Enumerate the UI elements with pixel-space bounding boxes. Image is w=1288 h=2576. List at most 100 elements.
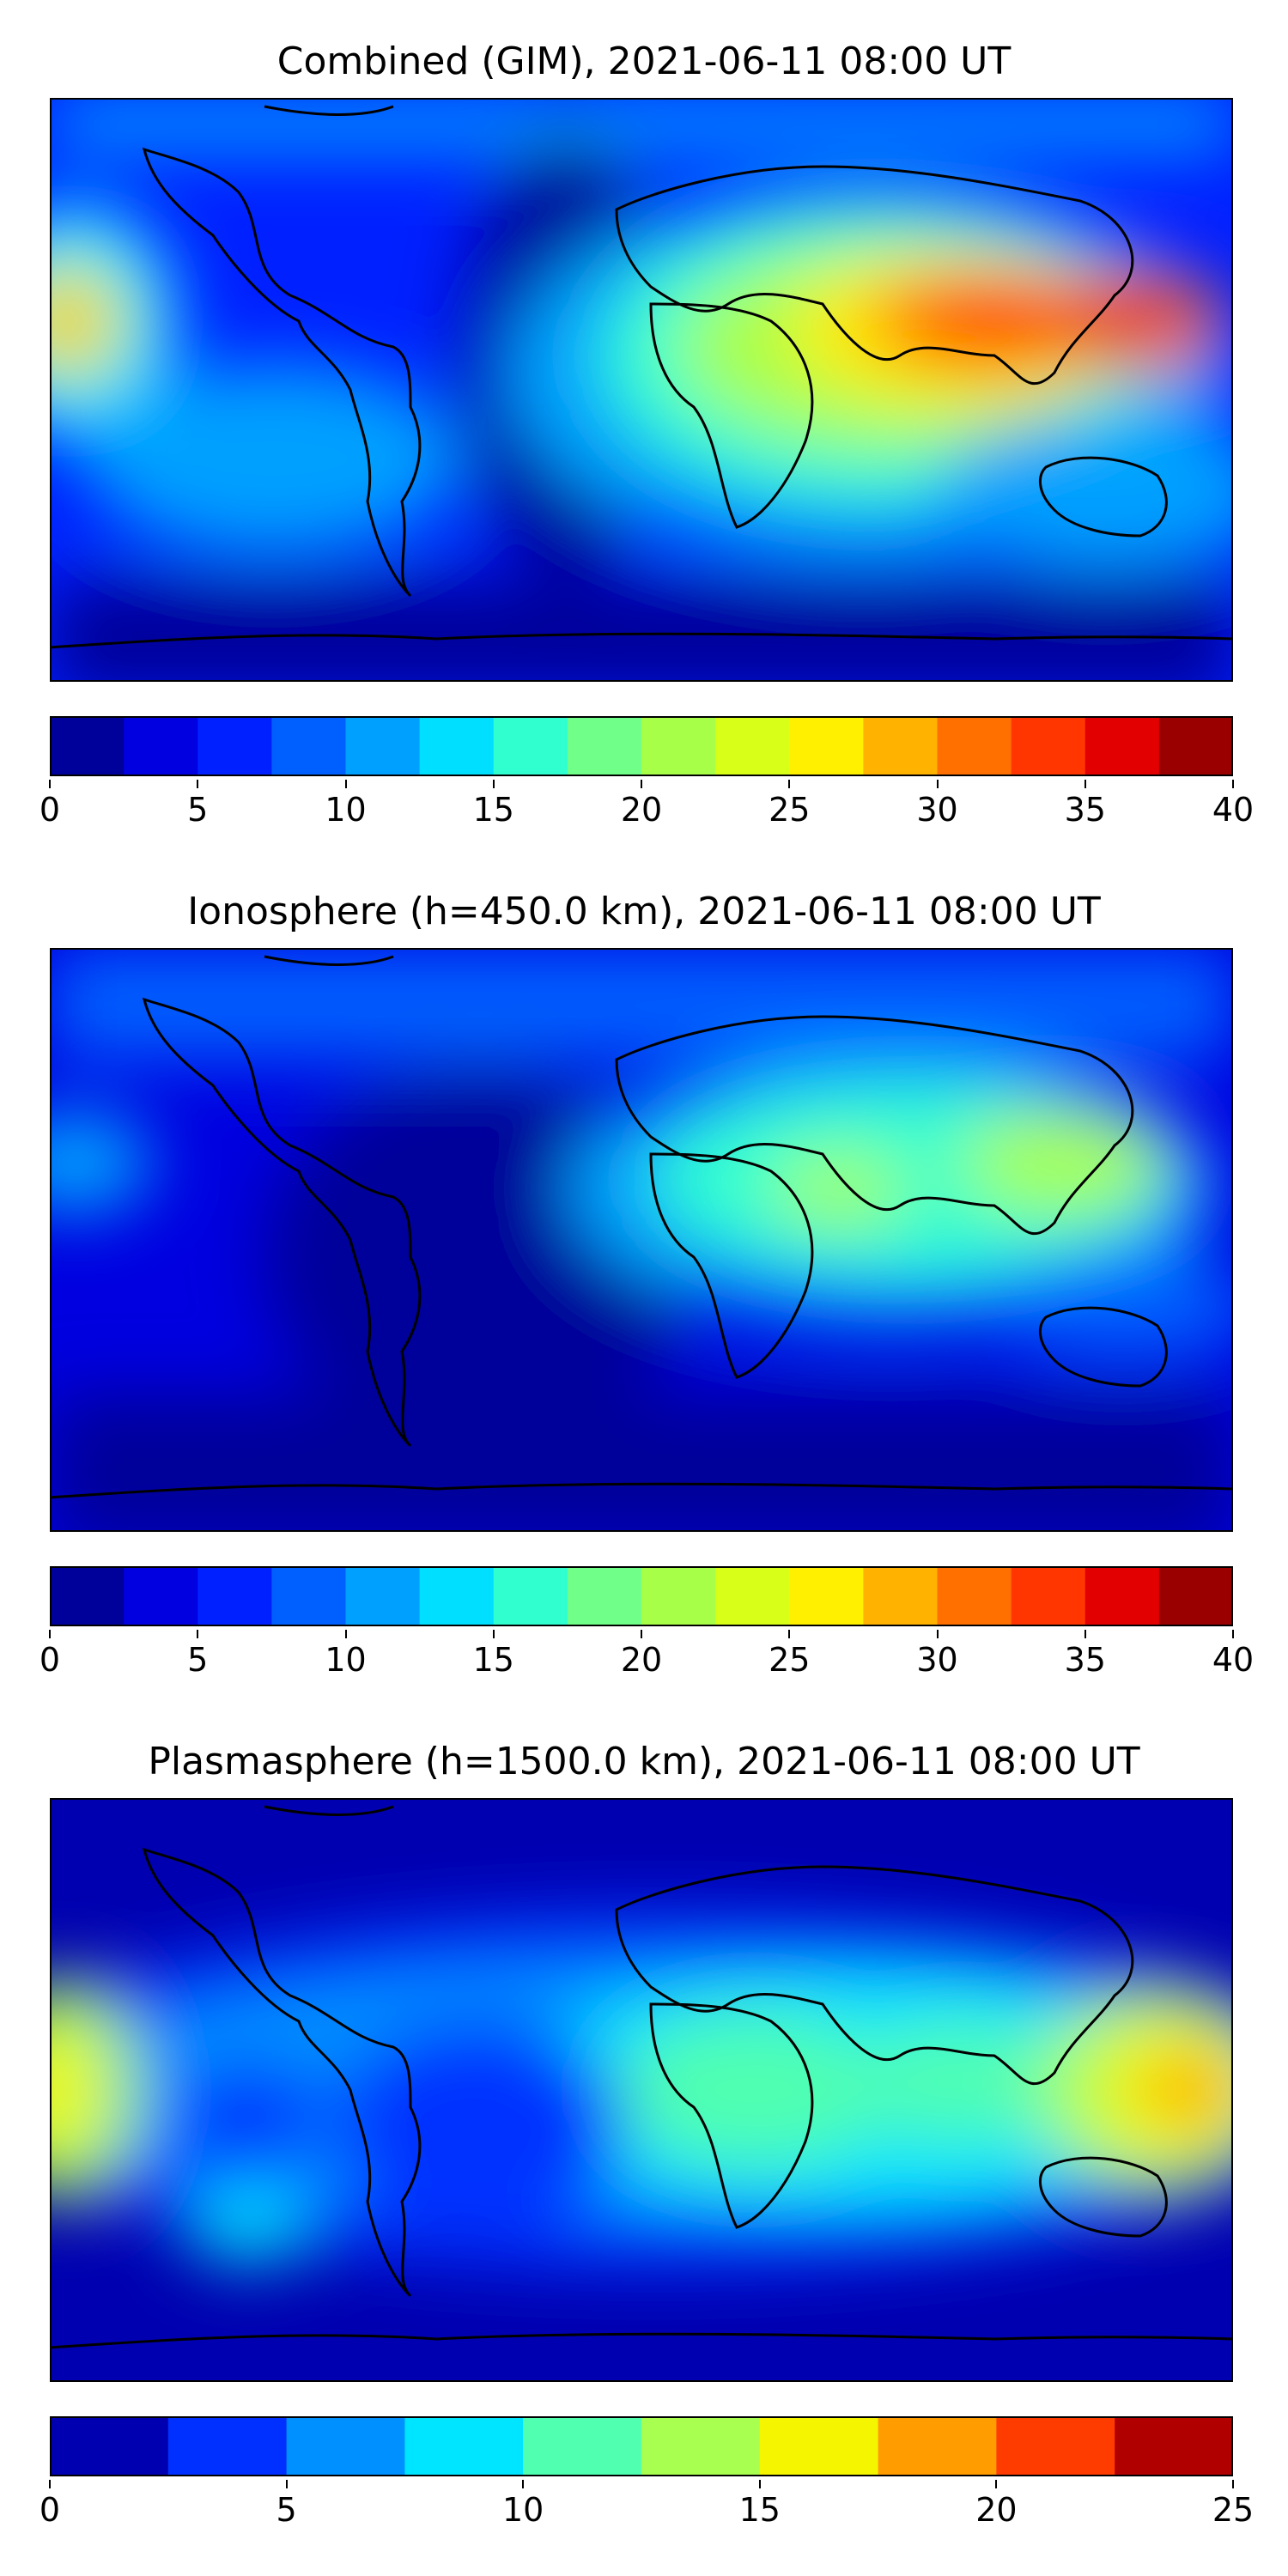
colorbar-tick-label: 35	[1064, 1641, 1106, 1679]
colorbar-frame	[50, 716, 1233, 776]
colorbar-swatch	[419, 1566, 495, 1626]
plasmasphere-tec-map	[50, 1798, 1233, 2382]
colorbar-swatch	[863, 1566, 939, 1626]
map-frame	[50, 1798, 1233, 2382]
colorbar-tick-label: 30	[916, 791, 958, 829]
colorbar-swatch	[996, 2416, 1115, 2476]
colorbar-tick-label: 0	[39, 1641, 61, 1679]
colorbar-swatch	[124, 716, 198, 776]
colorbar-ticks-plasmasphere: 0 5 10 15 20 25	[39, 2480, 1254, 2533]
colorbar-tick-mark	[1084, 780, 1086, 788]
colorbar-tick-mark	[49, 2480, 51, 2488]
tec-field	[50, 1798, 1233, 2382]
colorbar-ticks-ionosphere: 0 5 10 15 20 25 30 35 40	[39, 1630, 1254, 1683]
colorbar-swatch	[124, 1566, 198, 1626]
colorbar-plasmasphere	[50, 2416, 1233, 2476]
colorbar-ticks-combined: 0 5 10 15 20 25 30 35 40	[39, 780, 1254, 833]
colorbar-tick-mark	[758, 2480, 761, 2488]
colorbar-tick-mark	[197, 1630, 199, 1638]
colorbar-tick-mark	[49, 1630, 51, 1638]
colorbar-swatch	[286, 2416, 405, 2476]
colorbar-swatch	[50, 2416, 169, 2476]
panel-title: Combined (GIM), 2021-06-11 08:00 UT	[276, 39, 1012, 83]
map-frame	[50, 948, 1233, 1532]
panel-title: Plasmasphere (h=1500.0 km), 2021-06-11 0…	[148, 1740, 1140, 1783]
colorbar-swatch	[863, 716, 939, 776]
colorbar-swatch	[197, 716, 272, 776]
colorbar-tick-mark	[1232, 2480, 1234, 2488]
colorbar-tick-label: 20	[620, 1641, 663, 1679]
colorbar-swatch	[419, 716, 495, 776]
colorbar-tick-mark	[995, 2480, 998, 2488]
colorbar-ionosphere	[50, 1566, 1233, 1626]
colorbar-tick-label: 25	[769, 791, 811, 829]
colorbar-tick-mark	[936, 780, 939, 788]
colorbar-swatch	[937, 716, 1012, 776]
colorbar-tick-mark	[49, 780, 51, 788]
colorbar-tick-label: 0	[39, 2491, 61, 2529]
colorbar-swatch	[789, 1566, 864, 1626]
colorbar-frame	[50, 1566, 1233, 1626]
colorbar-tick-label: 30	[916, 1641, 958, 1679]
colorbar-tick-mark	[788, 1630, 791, 1638]
colorbar-swatch	[404, 2416, 524, 2476]
map-frame	[50, 98, 1233, 682]
colorbar-tick-label: 5	[276, 2491, 297, 2529]
colorbar-tick-mark	[344, 780, 347, 788]
colorbar-swatch	[271, 716, 347, 776]
colorbar-tick-mark	[936, 1630, 939, 1638]
colorbar-tick-mark	[641, 780, 642, 788]
colorbar-tick-label: 5	[187, 791, 209, 829]
colorbar-tick-mark	[1232, 1630, 1234, 1638]
coastlines	[50, 105, 1233, 649]
colorbar-tick-label: 15	[738, 2491, 781, 2529]
colorbar-tick-mark	[522, 2480, 525, 2488]
colorbar-swatch	[759, 2416, 879, 2476]
colorbar-tick-mark	[641, 1630, 642, 1638]
ionosphere-tec-map	[50, 948, 1233, 1532]
panel-title: Ionosphere (h=450.0 km), 2021-06-11 08:0…	[187, 890, 1101, 933]
colorbar-swatch	[1158, 716, 1233, 776]
colorbar-tick-mark	[1232, 780, 1234, 788]
colorbar-swatch	[641, 716, 716, 776]
colorbar-tick-label: 10	[325, 791, 367, 829]
colorbar-tick-label: 20	[620, 791, 663, 829]
colorbar-swatch	[523, 2416, 642, 2476]
colorbar-swatch	[493, 716, 568, 776]
colorbar-swatch	[1011, 1566, 1086, 1626]
colorbar-tick-label: 25	[1212, 2491, 1255, 2529]
colorbar-swatch	[1158, 1566, 1233, 1626]
colorbar-swatch	[345, 1566, 421, 1626]
colorbar-tick-mark	[492, 1630, 495, 1638]
colorbar-swatch	[567, 716, 642, 776]
colorbar-tick-label: 15	[472, 791, 514, 829]
colorbar-swatch	[345, 716, 421, 776]
colorbar-swatch	[641, 2416, 761, 2476]
colorbar-tick-mark	[197, 780, 199, 788]
colorbar-tick-mark	[788, 780, 791, 788]
colorbar-swatch	[167, 2416, 288, 2476]
colorbar-tick-label: 15	[472, 1641, 514, 1679]
coastlines	[50, 955, 1233, 1499]
colorbar-swatch	[878, 2416, 997, 2476]
colorbar-combined	[50, 716, 1233, 776]
colorbar-swatch	[50, 1566, 125, 1626]
tec-field	[50, 948, 1233, 1532]
colorbar-tick-label: 10	[502, 2491, 544, 2529]
colorbar-tick-label: 0	[39, 791, 61, 829]
colorbar-swatch	[641, 1566, 716, 1626]
colorbar-tick-mark	[344, 1630, 347, 1638]
colorbar-tick-label: 35	[1064, 791, 1106, 829]
colorbar-tick-mark	[492, 780, 495, 788]
colorbar-tick-label: 40	[1212, 791, 1255, 829]
colorbar-swatch	[789, 716, 864, 776]
colorbar-swatch	[50, 716, 125, 776]
colorbar-tick-label: 10	[325, 1641, 367, 1679]
colorbar-swatch	[715, 1566, 790, 1626]
colorbar-swatch	[197, 1566, 272, 1626]
colorbar-swatch	[493, 1566, 568, 1626]
colorbar-frame	[50, 2416, 1233, 2476]
colorbar-swatch	[1084, 716, 1160, 776]
colorbar-tick-mark	[1084, 1630, 1086, 1638]
colorbar-swatch	[1084, 1566, 1160, 1626]
